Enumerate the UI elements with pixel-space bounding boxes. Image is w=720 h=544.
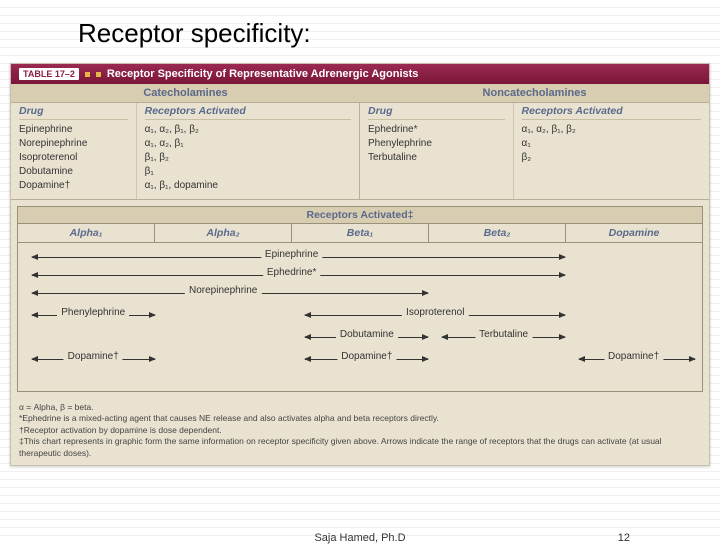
col-header-drug: Drug <box>368 105 505 120</box>
range-arrow-label: Dopamine† <box>64 351 123 362</box>
range-arrow-label: Dopamine† <box>337 351 396 362</box>
receptor-list-right: α₁, α₂, β₁, β₂α₁β₂ <box>522 123 701 165</box>
range-arrow-label: Ephedrine* <box>263 267 320 278</box>
range-arrow-label: Epinephrine <box>261 249 322 260</box>
lower-col-header: Alpha₂ <box>155 224 292 242</box>
lower-col-header: Dopamine <box>566 224 702 242</box>
group-noncatecholamines: Noncatecholamines <box>360 84 709 102</box>
footnote-line: α = Alpha, β = beta. <box>19 402 701 413</box>
list-item: Phenylephrine <box>368 137 505 151</box>
list-item: β₁ <box>145 165 351 179</box>
header-square-icon <box>96 72 101 77</box>
range-arrow-label: Norepinephrine <box>185 285 261 296</box>
group-band: Catecholamines Noncatecholamines <box>11 84 709 103</box>
lower-chart: Receptors Activated‡ Alpha₁Alpha₂Beta₁Be… <box>17 206 703 392</box>
arrow-area: Epinephrine Ephedrine*Norepinephrine Pheny… <box>18 243 702 391</box>
drug-list-right: Ephedrine*PhenylephrineTerbutaline <box>368 123 505 165</box>
lower-chart-header: Receptors Activated‡ <box>18 207 702 224</box>
table-title: Receptor Specificity of Representative A… <box>107 68 419 80</box>
upper-table: Drug EpinephrineNorepinephrineIsoprotere… <box>11 103 709 200</box>
range-arrow-label: Isoproterenol <box>402 307 468 318</box>
list-item: Isoproterenol <box>19 151 128 165</box>
footnote-line: †Receptor activation by dopamine is dose… <box>19 425 701 436</box>
header-square-icon <box>85 72 90 77</box>
lower-col-header: Beta₂ <box>429 224 566 242</box>
list-item: α₁, α₂, β₁, β₂ <box>522 123 701 137</box>
list-item: Dobutamine <box>19 165 128 179</box>
textbook-scan: TABLE 17–2 Receptor Specificity of Repre… <box>10 63 710 466</box>
col-header-receptors: Receptors Activated <box>522 105 701 120</box>
footnotes: α = Alpha, β = beta.*Ephedrine is a mixe… <box>11 398 709 465</box>
group-catecholamines: Catecholamines <box>11 84 360 102</box>
table-number-box: TABLE 17–2 <box>19 68 79 80</box>
drug-list-left: EpinephrineNorepinephrineIsoproterenolDo… <box>19 123 128 193</box>
lower-col-header: Beta₁ <box>292 224 429 242</box>
lower-col-headers: Alpha₁Alpha₂Beta₁Beta₂Dopamine <box>18 224 702 243</box>
list-item: Norepinephrine <box>19 137 128 151</box>
footnote-line: *Ephedrine is a mixed-acting agent that … <box>19 413 701 424</box>
range-arrow-label: Phenylephrine <box>57 307 129 318</box>
table-header-bar: TABLE 17–2 Receptor Specificity of Repre… <box>11 64 709 84</box>
page-title: Receptor specificity: <box>0 0 720 55</box>
list-item: α₁, β₁, dopamine <box>145 179 351 193</box>
col-header-receptors: Receptors Activated <box>145 105 351 120</box>
footer-author: Saja Hamed, Ph.D <box>314 532 405 544</box>
range-arrow-label: Terbutaline <box>475 329 532 340</box>
list-item: Dopamine† <box>19 179 128 193</box>
footnote-line: ‡This chart represents in graphic form t… <box>19 436 701 459</box>
list-item: α₁ <box>522 137 701 151</box>
list-item: β₂ <box>522 151 701 165</box>
range-arrow-label: Dobutamine <box>336 329 398 340</box>
list-item: Terbutaline <box>368 151 505 165</box>
col-header-drug: Drug <box>19 105 128 120</box>
list-item: Epinephrine <box>19 123 128 137</box>
range-arrow-label: Dopamine† <box>604 351 663 362</box>
list-item: Ephedrine* <box>368 123 505 137</box>
list-item: β₁, β₂ <box>145 151 351 165</box>
list-item: α₁, α₂, β₁ <box>145 137 351 151</box>
receptor-list-left: α₁, α₂, β₁, β₂α₁, α₂, β₁β₁, β₂β₁α₁, β₁, … <box>145 123 351 193</box>
list-item: α₁, α₂, β₁, β₂ <box>145 123 351 137</box>
lower-col-header: Alpha₁ <box>18 224 155 242</box>
footer-page-number: 12 <box>618 532 630 544</box>
